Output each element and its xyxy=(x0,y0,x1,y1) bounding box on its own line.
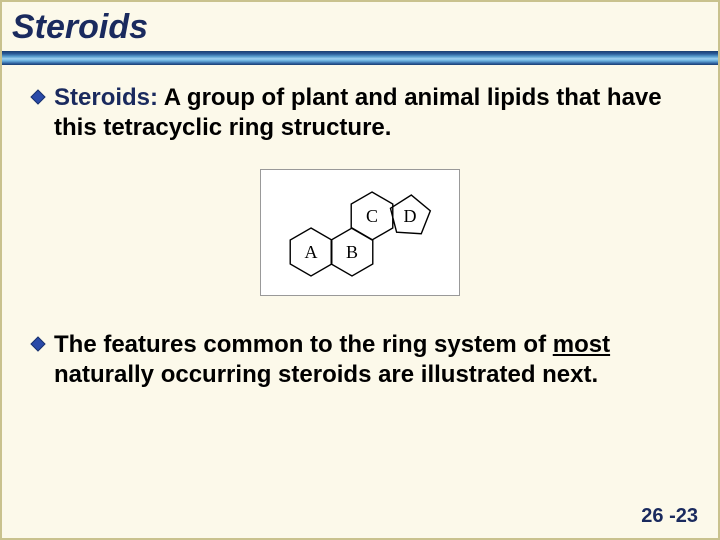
bullet-term: Steroids: xyxy=(54,84,158,111)
bullet-diamond-icon xyxy=(30,89,46,105)
bullet-post: naturally occurring steroids are illustr… xyxy=(54,361,598,388)
diagram-container: A BC D xyxy=(30,169,690,296)
steroid-ring-diagram: A BC D xyxy=(260,169,460,296)
bullet-text: Steroids: A group of plant and animal li… xyxy=(54,83,690,143)
bullet-underlined: most xyxy=(553,331,610,358)
title-divider xyxy=(2,51,718,65)
svg-text:C: C xyxy=(366,206,378,226)
bullet-diamond-icon xyxy=(30,336,46,352)
svg-text:A: A xyxy=(305,242,318,262)
bullet-pre: The features common to the ring system o… xyxy=(54,331,553,358)
svg-text:D: D xyxy=(404,206,417,226)
page-number: 26 -23 xyxy=(641,505,698,528)
bullet-item: Steroids: A group of plant and animal li… xyxy=(30,83,690,143)
bullet-item: The features common to the ring system o… xyxy=(30,330,690,390)
page-title: Steroids xyxy=(12,8,708,47)
bullet-text: The features common to the ring system o… xyxy=(54,330,690,390)
svg-text:B: B xyxy=(346,242,358,262)
slide-content: Steroids: A group of plant and animal li… xyxy=(2,83,718,390)
